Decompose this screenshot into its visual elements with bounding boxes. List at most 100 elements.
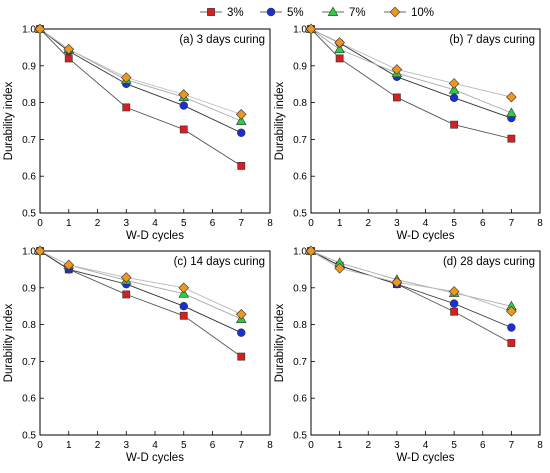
y-tick-label: 0.6 <box>22 394 36 405</box>
legend-label: 10% <box>411 7 434 19</box>
x-tick-label: 3 <box>123 440 129 451</box>
x-tick-label: 1 <box>337 440 343 451</box>
chart-panel: 0 1 2 3 4 5 6 7 8 0.5 0.6 0.7 0.8 0.9 1.0 W-D cycles Dur… <box>274 245 543 464</box>
y-tick-label: 0.8 <box>293 98 307 109</box>
x-tick-label: 8 <box>537 218 543 229</box>
data-point <box>305 23 317 35</box>
data-point <box>235 115 247 125</box>
x-tick-label: 3 <box>394 218 400 229</box>
y-tick-label: 0.5 <box>293 209 307 220</box>
x-tick-label: 5 <box>451 218 457 229</box>
data-point <box>235 308 247 320</box>
x-tick-label: 8 <box>267 440 273 451</box>
data-point <box>122 290 131 299</box>
data-point <box>391 276 403 288</box>
x-tick-label: 5 <box>181 440 187 451</box>
x-tick-label: 2 <box>365 440 371 451</box>
series-markers <box>34 245 247 361</box>
data-point <box>334 262 345 274</box>
x-axis-title: W-D cycles <box>126 452 184 464</box>
data-point <box>448 84 460 94</box>
y-tick-label: 0.9 <box>22 61 36 72</box>
y-tick-label: 0.8 <box>22 320 36 331</box>
data-point <box>450 307 459 316</box>
x-tick-label: 1 <box>66 440 72 451</box>
chart-panel: 0 1 2 3 4 5 6 7 8 0.5 0.6 0.7 0.8 0.9 1.0 W-D cycles Dur… <box>274 23 543 242</box>
y-tick-label: 0.9 <box>22 283 36 294</box>
data-point <box>507 323 516 332</box>
data-point <box>334 37 345 48</box>
data-point <box>506 91 517 103</box>
data-point <box>120 72 132 83</box>
y-tick-label: 1.0 <box>293 25 307 36</box>
x-tick-label: 7 <box>509 440 515 451</box>
x-tick-label: 7 <box>509 218 515 229</box>
data-point <box>178 89 190 100</box>
legend-marker <box>327 6 339 16</box>
y-tick-label: 0.5 <box>22 431 36 442</box>
data-point <box>506 107 517 117</box>
y-tick-label: 0.8 <box>293 320 307 331</box>
y-tick-label: 0.7 <box>22 135 36 146</box>
x-tick-label: 6 <box>480 440 486 451</box>
data-point <box>507 134 516 143</box>
x-tick-label: 0 <box>37 440 43 451</box>
y-tick-label: 1.0 <box>22 247 36 258</box>
data-point <box>506 306 517 317</box>
x-tick-label: 1 <box>66 218 72 229</box>
series-markers <box>305 23 517 143</box>
series-markers <box>34 23 247 170</box>
legend-item: 5% <box>260 7 304 19</box>
data-point <box>63 259 75 271</box>
y-tick-label: 0.6 <box>22 172 36 183</box>
x-tick-label: 7 <box>238 218 244 229</box>
data-point <box>179 125 188 134</box>
y-tick-label: 0.7 <box>22 357 36 368</box>
legend-item: 10% <box>384 6 434 19</box>
y-tick-label: 0.7 <box>293 135 307 146</box>
data-point <box>449 93 459 103</box>
y-axis-title: Durability index <box>3 81 15 160</box>
x-tick-label: 6 <box>210 440 216 451</box>
data-point <box>34 23 46 35</box>
x-tick-label: 4 <box>152 440 158 451</box>
x-tick-label: 1 <box>337 218 343 229</box>
legend-item: 7% <box>322 6 366 19</box>
x-tick-label: 4 <box>423 218 429 229</box>
plot-frame <box>310 28 541 214</box>
panel-title: (c) 14 days curing <box>174 256 265 268</box>
data-point <box>64 54 73 63</box>
x-axis-title: W-D cycles <box>397 230 455 242</box>
data-point <box>335 54 344 63</box>
legend-marker <box>266 7 276 17</box>
data-point <box>120 272 132 283</box>
panel-title: (a) 3 days curing <box>179 34 265 46</box>
x-tick-label: 6 <box>480 218 486 229</box>
legend-marker <box>207 8 215 16</box>
y-tick-label: 1.0 <box>22 25 36 36</box>
legend-marker <box>389 6 401 18</box>
y-tick-label: 0.8 <box>22 98 36 109</box>
x-tick-label: 8 <box>267 218 273 229</box>
x-tick-label: 0 <box>37 218 43 229</box>
data-point <box>63 43 75 55</box>
x-tick-label: 8 <box>537 440 543 451</box>
data-point <box>391 64 403 75</box>
data-point <box>507 339 516 347</box>
x-tick-label: 7 <box>238 440 244 451</box>
data-point <box>392 93 401 102</box>
data-point <box>122 103 131 112</box>
x-axis-title: W-D cycles <box>126 230 184 242</box>
y-tick-label: 0.6 <box>293 172 307 183</box>
x-tick-label: 3 <box>394 440 400 451</box>
legend-label: 5% <box>287 7 304 19</box>
data-point <box>235 109 247 120</box>
x-tick-label: 4 <box>152 218 158 229</box>
legend-label: 7% <box>349 7 366 19</box>
plot-frame <box>39 250 271 436</box>
x-tick-label: 0 <box>308 440 314 451</box>
y-tick-label: 0.5 <box>293 431 307 442</box>
panel-title: (d) 28 days curing <box>443 256 535 268</box>
chart-panel: 0 1 2 3 4 5 6 7 8 0.5 0.6 0.7 0.8 0.9 1.0 W-D cycles Dur… <box>3 23 273 242</box>
